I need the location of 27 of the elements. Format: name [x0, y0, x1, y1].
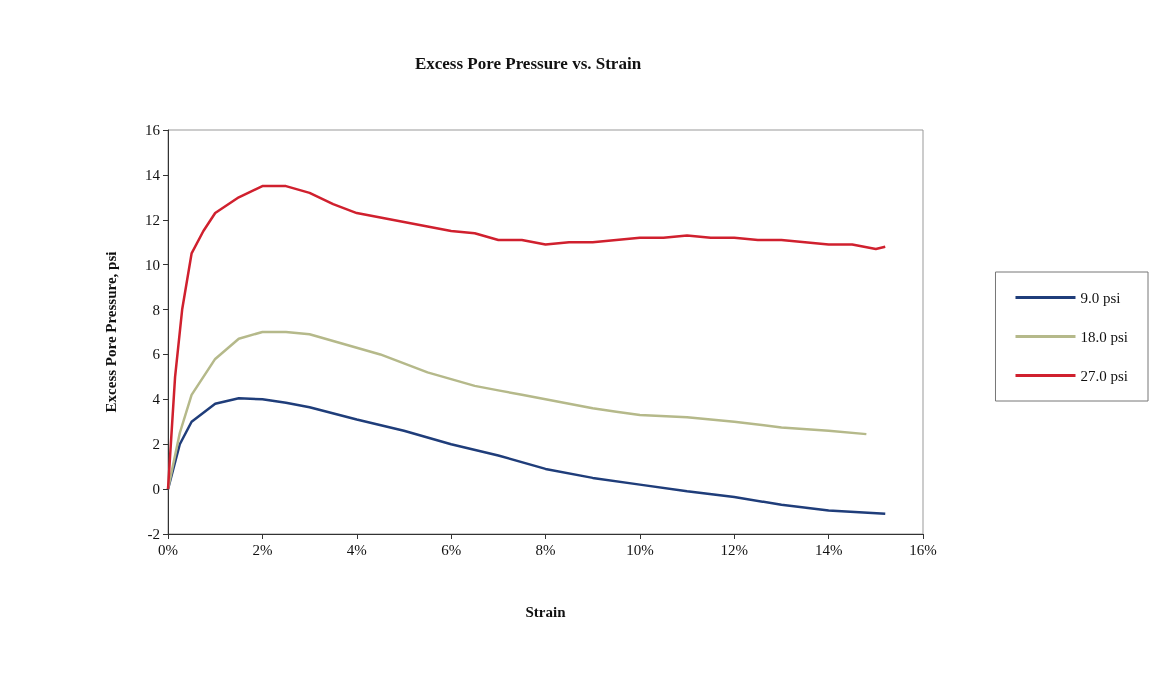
legend-label: 9.0 psi	[1080, 289, 1121, 306]
x-tick-label: 0%	[158, 541, 178, 558]
y-tick-label: 2	[152, 436, 160, 453]
x-tick-label: 16%	[909, 541, 937, 558]
y-tick-label: 12	[145, 211, 160, 228]
x-tick-label: 8%	[535, 541, 556, 558]
y-tick-label: 6	[152, 346, 161, 363]
y-tick-label: 14	[145, 166, 161, 183]
x-tick-label: 4%	[346, 541, 367, 558]
chart-title: Excess Pore Pressure vs. Strain	[414, 54, 642, 73]
y-tick-label: 10	[145, 256, 160, 273]
x-tick-label: 12%	[720, 541, 748, 558]
legend-label: 18.0 psi	[1080, 328, 1129, 345]
x-tick-label: 2%	[252, 541, 273, 558]
y-tick-label: -2	[147, 526, 160, 542]
y-tick-label: 0	[152, 481, 160, 498]
x-tick-label: 10%	[626, 541, 654, 558]
x-axis-title: Strain	[525, 603, 567, 620]
line-series	[166, 330, 868, 491]
line-series	[166, 184, 887, 491]
y-tick-label: 8	[152, 301, 160, 318]
y-axis-title: Excess Pore Pressure, psi	[102, 251, 119, 413]
y-tick-label: 4	[152, 391, 161, 408]
x-tick-label: 6%	[441, 541, 462, 558]
x-tick-label: 14%	[814, 541, 843, 558]
legend-label: 27.0 psi	[1080, 367, 1129, 384]
y-tick-label: 16	[145, 122, 161, 138]
